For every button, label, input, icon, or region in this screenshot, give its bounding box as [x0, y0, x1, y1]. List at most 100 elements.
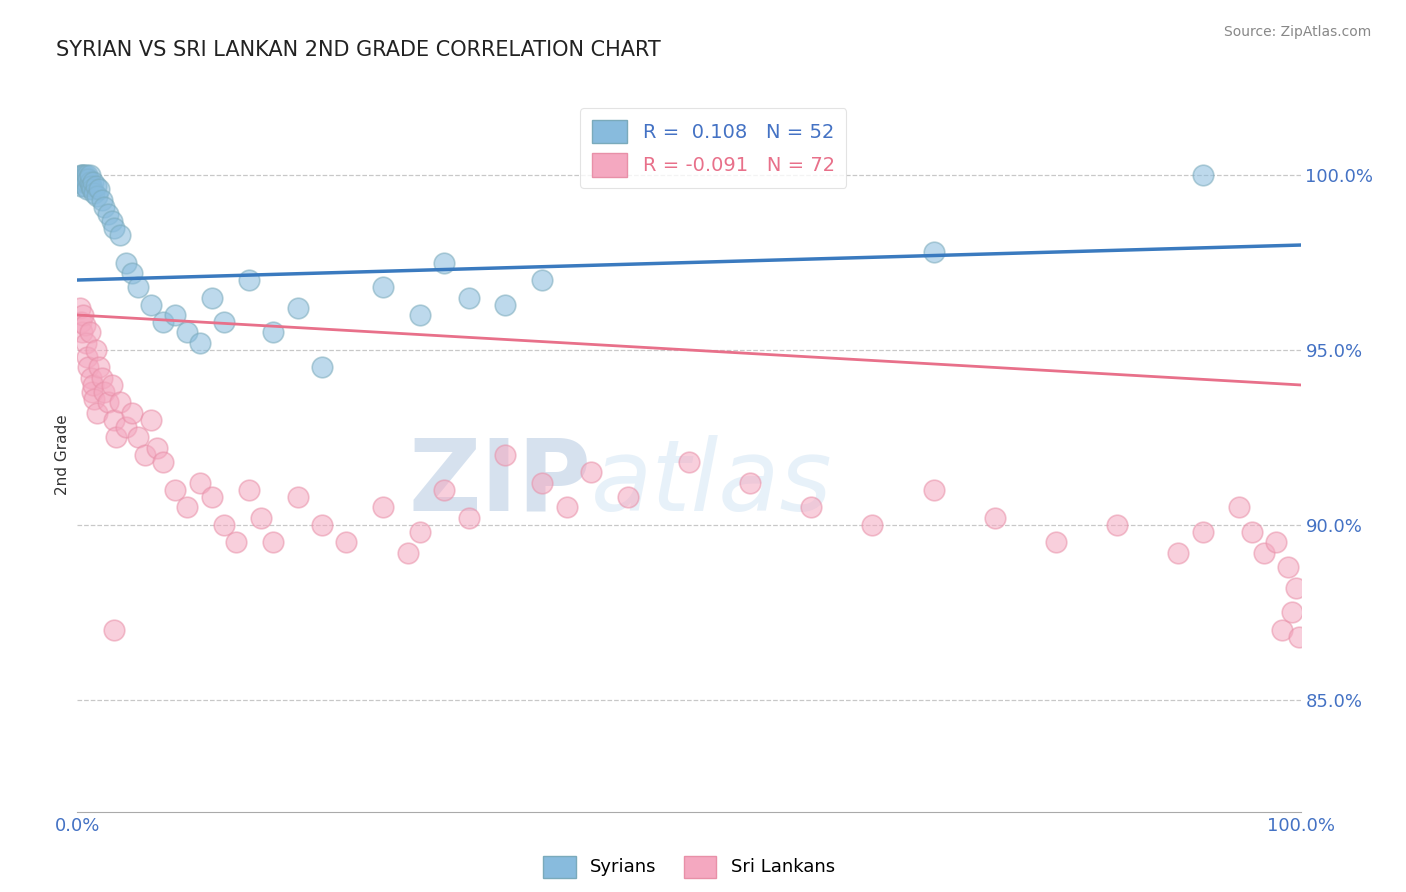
Point — [70, 178, 93, 193]
Point — [1265, 535, 1288, 549]
Point — [1288, 630, 1310, 644]
Point — [287, 301, 309, 315]
Point — [73, 168, 96, 182]
Point — [457, 291, 479, 305]
Point — [495, 448, 517, 462]
Point — [79, 168, 101, 182]
Point — [409, 308, 432, 322]
Point — [79, 326, 101, 340]
Point — [800, 500, 823, 515]
Point — [335, 535, 357, 549]
Point — [75, 336, 97, 351]
Point — [555, 500, 578, 515]
Point — [1191, 524, 1213, 539]
Point — [579, 466, 602, 480]
Point — [69, 301, 91, 315]
Point — [165, 483, 187, 497]
Point — [1107, 517, 1129, 532]
Point — [89, 182, 111, 196]
Point — [212, 315, 235, 329]
Point — [1229, 500, 1251, 515]
Point — [1045, 535, 1067, 549]
Point — [115, 420, 138, 434]
Point — [176, 326, 198, 340]
Point — [1253, 546, 1275, 560]
Point — [188, 336, 211, 351]
Point — [108, 227, 131, 242]
Point — [100, 213, 122, 227]
Point — [70, 168, 93, 182]
Point — [73, 318, 96, 333]
Point — [77, 171, 100, 186]
Point — [70, 168, 93, 182]
Point — [86, 406, 108, 420]
Text: Source: ZipAtlas.com: Source: ZipAtlas.com — [1223, 25, 1371, 39]
Point — [72, 168, 94, 182]
Point — [97, 206, 120, 220]
Point — [134, 448, 156, 462]
Point — [70, 326, 93, 340]
Point — [89, 360, 111, 375]
Point — [1285, 581, 1308, 595]
Point — [409, 524, 432, 539]
Point — [1167, 546, 1189, 560]
Point — [75, 175, 97, 189]
Point — [80, 384, 103, 399]
Point — [433, 483, 456, 497]
Text: atlas: atlas — [591, 435, 832, 532]
Point — [238, 273, 260, 287]
Point — [70, 171, 93, 186]
Point — [73, 178, 96, 193]
Point — [93, 200, 115, 214]
Point — [862, 517, 884, 532]
Point — [77, 360, 100, 375]
Point — [188, 475, 211, 490]
Point — [97, 395, 120, 409]
Point — [262, 535, 284, 549]
Point — [371, 280, 394, 294]
Point — [76, 182, 98, 196]
Point — [146, 441, 169, 455]
Point — [70, 315, 93, 329]
Point — [72, 171, 94, 186]
Point — [90, 193, 112, 207]
Point — [82, 378, 104, 392]
Point — [238, 483, 260, 497]
Point — [152, 455, 174, 469]
Text: ZIP: ZIP — [408, 435, 591, 532]
Point — [201, 291, 224, 305]
Point — [984, 511, 1007, 525]
Point — [103, 623, 125, 637]
Point — [165, 308, 187, 322]
Point — [740, 475, 762, 490]
Point — [922, 483, 945, 497]
Point — [103, 413, 125, 427]
Point — [262, 326, 284, 340]
Point — [1240, 524, 1263, 539]
Point — [103, 220, 125, 235]
Point — [678, 455, 700, 469]
Y-axis label: 2nd Grade: 2nd Grade — [55, 415, 70, 495]
Point — [176, 500, 198, 515]
Point — [72, 175, 94, 189]
Point — [72, 308, 94, 322]
Point — [311, 517, 333, 532]
Point — [127, 280, 149, 294]
Point — [121, 406, 143, 420]
Point — [1271, 623, 1294, 637]
Point — [76, 350, 98, 364]
Point — [82, 175, 104, 189]
Legend: Syrians, Sri Lankans: Syrians, Sri Lankans — [536, 848, 842, 885]
Point — [80, 371, 103, 385]
Point — [84, 343, 107, 357]
Point — [495, 297, 517, 311]
Point — [83, 186, 105, 200]
Point — [76, 168, 98, 182]
Point — [80, 178, 103, 193]
Point — [139, 297, 162, 311]
Point — [201, 490, 224, 504]
Point — [100, 378, 122, 392]
Point — [79, 175, 101, 189]
Point — [90, 371, 112, 385]
Point — [531, 475, 554, 490]
